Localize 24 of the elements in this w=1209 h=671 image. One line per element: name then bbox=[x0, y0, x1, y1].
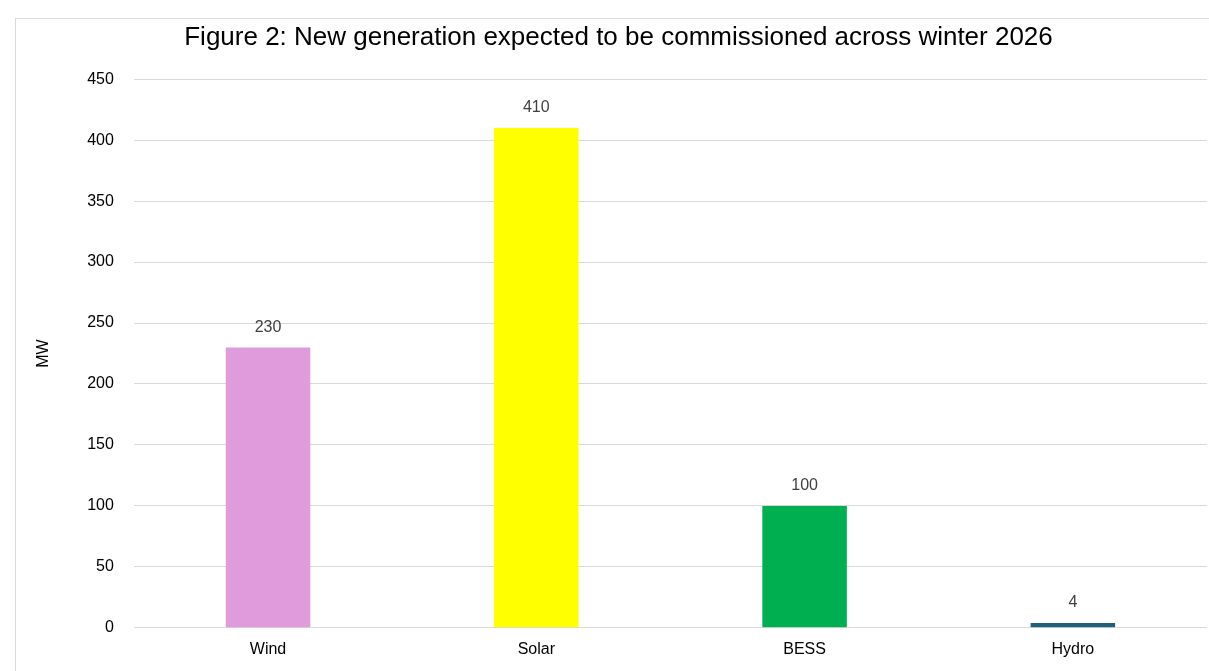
y-tick-label: 350 bbox=[87, 191, 114, 209]
y-tick-label: 200 bbox=[87, 374, 114, 392]
chart-title: Figure 2: New generation expected to be commissioned across winter 2026 bbox=[184, 20, 1053, 51]
data-label: 410 bbox=[522, 98, 550, 116]
y-tick-label: 250 bbox=[87, 313, 114, 331]
y-tick-label: 100 bbox=[87, 496, 114, 514]
data-label: 230 bbox=[254, 317, 282, 335]
x-tick-label: BESS bbox=[783, 639, 826, 657]
x-tick-label: Wind bbox=[249, 639, 287, 657]
y-tick-label: 50 bbox=[96, 557, 114, 575]
y-tick-label: 450 bbox=[87, 69, 114, 87]
bar bbox=[225, 347, 311, 628]
y-tick-label: 0 bbox=[104, 618, 114, 636]
data-label: 4 bbox=[1068, 593, 1078, 611]
x-tick-label: Solar bbox=[517, 639, 556, 657]
bar bbox=[1030, 622, 1116, 628]
bar bbox=[494, 127, 579, 628]
y-tick-label: 400 bbox=[87, 130, 114, 148]
x-tick-label: Hydro bbox=[1051, 639, 1095, 657]
y-tick-label: 300 bbox=[87, 252, 114, 270]
y-tick-label: 150 bbox=[87, 435, 114, 453]
y-axis-title: MW bbox=[34, 338, 52, 368]
data-label: 100 bbox=[791, 476, 819, 494]
bar bbox=[762, 505, 847, 628]
